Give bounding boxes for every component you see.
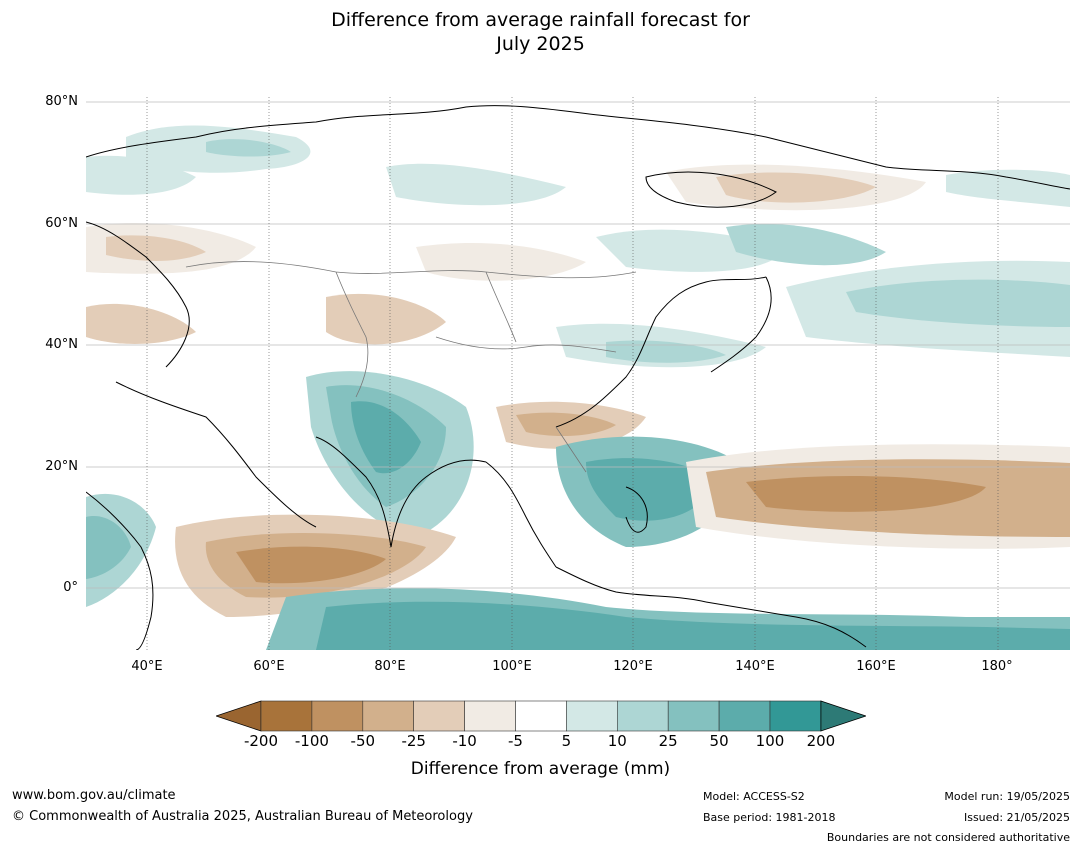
colorbar-segment [464,700,516,732]
lat-label-0: 0° [63,580,78,595]
copyright-text: © Commonwealth of Australia 2025, Austra… [12,809,473,824]
colorbar-tick-label: 100 [755,732,785,750]
map-title: Difference from average rainfall forecas… [0,8,1081,56]
lon-label-60e: 60°E [253,659,285,674]
model-run-text: Model run: 19/05/2025 [944,790,1070,803]
lat-label-60n: 60°N [45,216,78,231]
colorbar-under-arrow [216,700,262,732]
colorbar-tick-label: -5 [508,732,523,750]
lon-label-80e: 80°E [374,659,406,674]
colorbar-segment [311,700,364,732]
colorbar-tick-label: 10 [607,732,627,750]
colorbar-label: Difference from average (mm) [410,759,671,779]
colorbar-tick-label: 50 [709,732,729,750]
base-period-text: Base period: 1981-2018 [703,811,836,824]
lon-label-160e: 160°E [856,659,896,674]
disclaimer-text: Boundaries are not considered authoritat… [826,831,1070,844]
colorbar-segment [616,700,669,732]
colorbar-segment [667,700,720,732]
anomaly-fields [86,97,1070,650]
lat-label-80n: 80°N [45,94,78,109]
lon-label-100e: 100°E [492,659,532,674]
graticule [86,101,1070,589]
lon-label-140e: 140°E [735,659,775,674]
lat-label-20n: 20°N [45,459,78,474]
colorbar-tick-label: -200 [243,732,279,750]
colorbar-segment [718,700,771,732]
colorbar-tick-label: -100 [294,732,329,750]
colorbar-tick-label: -25 [401,732,426,750]
meridians [146,97,999,650]
colorbar-segment [362,700,415,732]
lat-label-40n: 40°N [45,337,78,352]
lon-label-40e: 40°E [131,659,163,674]
coastlines [85,105,1071,651]
colorbar-segment [413,700,465,732]
website-link[interactable]: www.bom.gov.au/climate [12,788,176,803]
map-canvas [85,97,1071,651]
lon-label-120e: 120°E [613,659,653,674]
colorbar-tick-label: -10 [452,732,477,750]
colorbar-segment [260,700,313,732]
colorbar-tick-label: -50 [350,732,376,750]
colorbar-segment [769,700,822,732]
title-line-2: July 2025 [496,33,585,55]
colorbar-tick-label: 200 [806,732,836,750]
colorbar-tick-label: 5 [561,732,572,750]
country-borders [185,261,637,473]
colorbar [216,700,866,732]
colorbar-tick-label: 25 [658,732,678,750]
colorbar-over-arrow [820,700,866,732]
title-line-1: Difference from average rainfall forecas… [331,9,750,31]
colorbar-segment [515,700,567,732]
lon-label-180: 180° [981,659,1013,674]
rainfall-map [85,97,1071,651]
model-text: Model: ACCESS-S2 [703,790,805,803]
colorbar-segment [566,700,618,732]
issued-text: Issued: 21/05/2025 [963,811,1070,824]
